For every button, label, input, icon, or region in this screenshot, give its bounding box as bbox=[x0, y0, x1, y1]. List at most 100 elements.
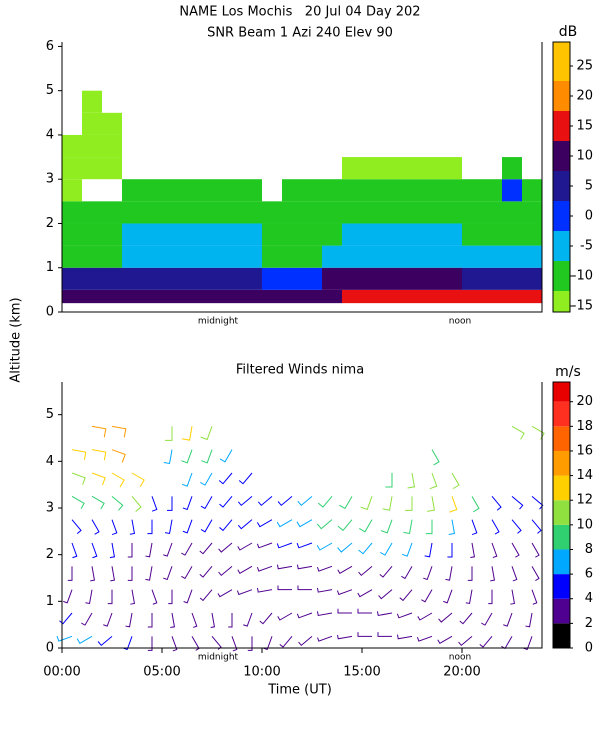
heat-cell bbox=[82, 289, 102, 304]
heat-cell bbox=[202, 289, 222, 304]
wind-barb bbox=[298, 635, 313, 647]
wind-barb bbox=[448, 519, 456, 535]
wind-barb bbox=[256, 519, 273, 528]
wind-barb bbox=[501, 636, 513, 650]
axis-frame bbox=[61, 382, 543, 649]
wind-barb bbox=[407, 472, 416, 489]
wind-barb bbox=[503, 612, 513, 627]
heat-cell bbox=[362, 157, 382, 180]
wind-barb bbox=[151, 589, 158, 605]
heat-cell bbox=[262, 245, 282, 268]
heat-cell bbox=[362, 201, 382, 224]
heat-cell bbox=[382, 179, 402, 202]
heat-cell bbox=[102, 134, 122, 158]
heat-cell bbox=[102, 223, 122, 246]
wind-barb bbox=[421, 589, 433, 603]
heat-cell bbox=[142, 289, 162, 304]
colorbar-tick-label: 18 bbox=[576, 419, 593, 434]
heat-cell bbox=[222, 289, 242, 304]
heat-cell bbox=[482, 245, 502, 268]
heat-cell bbox=[102, 201, 122, 224]
wind-barb bbox=[256, 565, 273, 572]
wind-barb bbox=[199, 589, 213, 602]
heat-cell bbox=[142, 223, 162, 246]
wind-barb bbox=[171, 636, 178, 652]
wind-barb bbox=[382, 496, 393, 511]
wind-barb bbox=[110, 566, 116, 582]
heat-cell bbox=[482, 179, 502, 202]
heat-cell bbox=[182, 179, 202, 202]
heat-cell bbox=[382, 245, 402, 268]
heat-cell bbox=[322, 289, 342, 304]
heat-cell bbox=[422, 267, 442, 290]
heat-cell bbox=[402, 245, 422, 268]
heat-cell bbox=[302, 223, 322, 246]
wind-barb bbox=[429, 472, 438, 490]
wind-barb bbox=[358, 542, 373, 555]
wind-barb bbox=[447, 543, 453, 558]
wind-barb bbox=[471, 496, 480, 513]
x-axis-label: Time (UT) bbox=[267, 683, 332, 698]
wind-barb bbox=[431, 449, 440, 466]
colorbar-band bbox=[553, 623, 570, 648]
wind-barb bbox=[511, 519, 522, 534]
heat-cell bbox=[82, 90, 102, 113]
wind-barb bbox=[167, 496, 173, 511]
wind-barb bbox=[380, 519, 393, 534]
wind-barb bbox=[218, 565, 233, 577]
wind-barb bbox=[91, 472, 106, 486]
wind-barb bbox=[511, 542, 520, 558]
wind-barb bbox=[337, 608, 352, 614]
colorbar-frame bbox=[552, 381, 571, 649]
wind-barb bbox=[76, 635, 93, 645]
wind-barb bbox=[316, 542, 333, 551]
wind-barb bbox=[465, 589, 473, 605]
x-tick-label: 20:00 bbox=[443, 665, 480, 680]
heat-cell bbox=[202, 201, 222, 224]
wind-barb bbox=[317, 635, 333, 642]
wind-barb bbox=[424, 542, 433, 558]
heat-cell bbox=[222, 267, 242, 290]
heat-cell bbox=[142, 267, 162, 290]
heat-cell bbox=[482, 289, 502, 304]
heat-cell bbox=[382, 201, 402, 224]
wind-barb bbox=[396, 634, 413, 640]
colorbar-band bbox=[553, 598, 570, 624]
heat-cell bbox=[322, 267, 342, 290]
wind-barb bbox=[218, 542, 233, 553]
wind-barb bbox=[200, 496, 213, 510]
heat-cell bbox=[462, 267, 482, 290]
colorbar-band bbox=[553, 500, 570, 525]
wind-barb bbox=[164, 519, 173, 535]
wind-barb bbox=[219, 496, 233, 508]
heat-cell bbox=[62, 267, 82, 290]
colorbar-tick-label: 16 bbox=[576, 443, 593, 458]
wind-barb bbox=[256, 542, 273, 549]
colorbar-band bbox=[553, 450, 570, 476]
heat-cell bbox=[522, 289, 542, 304]
colorbar-band bbox=[553, 382, 570, 402]
wind-barb bbox=[471, 519, 478, 536]
heat-cell bbox=[402, 289, 422, 304]
wind-barb bbox=[359, 519, 373, 533]
heat-cell bbox=[362, 245, 382, 268]
y-tick-label: 3 bbox=[46, 501, 54, 516]
colorbar-band bbox=[553, 549, 570, 575]
y-tick-label: 2 bbox=[46, 216, 54, 231]
wind-barb bbox=[145, 566, 153, 581]
wind-barb bbox=[399, 589, 413, 602]
heat-cell bbox=[162, 245, 182, 268]
heat-cell bbox=[422, 223, 442, 246]
wind-barb bbox=[85, 589, 93, 605]
wind-barb bbox=[183, 589, 193, 604]
wind-barb bbox=[358, 565, 373, 577]
wind-barb bbox=[491, 519, 500, 535]
y-tick-label: 2 bbox=[46, 547, 54, 562]
wind-barb bbox=[238, 472, 253, 485]
heat-cell bbox=[262, 201, 282, 224]
colorbar-band bbox=[553, 291, 570, 312]
colorbar-tick-label: -15 bbox=[572, 299, 593, 314]
wind-barb bbox=[380, 542, 393, 556]
colorbar-tick-label: 14 bbox=[576, 468, 593, 483]
heat-cell bbox=[102, 267, 122, 290]
